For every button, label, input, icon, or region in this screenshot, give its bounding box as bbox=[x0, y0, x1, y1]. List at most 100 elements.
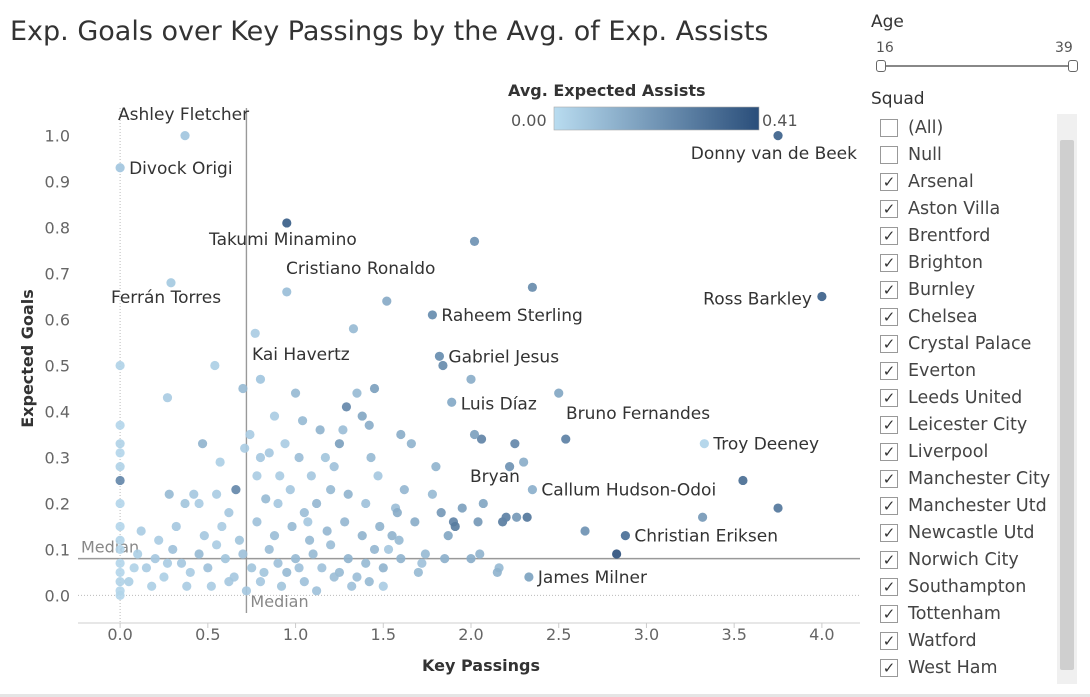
labeled-data-point[interactable] bbox=[434, 351, 445, 361]
checkbox-checked-icon[interactable]: ✓ bbox=[880, 523, 898, 542]
labeled-data-point[interactable] bbox=[527, 485, 538, 495]
data-point[interactable] bbox=[443, 531, 453, 541]
data-point[interactable] bbox=[527, 282, 538, 292]
data-point[interactable] bbox=[378, 563, 388, 573]
checkbox-unchecked-icon[interactable] bbox=[880, 145, 898, 164]
data-point[interactable] bbox=[347, 581, 357, 591]
data-point[interactable] bbox=[394, 535, 404, 545]
data-point[interactable] bbox=[290, 388, 301, 398]
data-point[interactable] bbox=[259, 567, 269, 578]
labeled-data-point[interactable] bbox=[620, 531, 630, 541]
labeled-data-point[interactable] bbox=[561, 434, 571, 444]
squad-option[interactable]: ✓ Tottenham bbox=[880, 600, 1050, 627]
data-point[interactable] bbox=[212, 540, 222, 550]
data-point[interactable] bbox=[364, 577, 374, 587]
data-point[interactable] bbox=[261, 494, 271, 504]
data-point[interactable] bbox=[115, 498, 125, 509]
data-point[interactable] bbox=[220, 554, 230, 564]
data-point[interactable] bbox=[147, 581, 157, 591]
labeled-data-point[interactable] bbox=[427, 310, 438, 320]
data-point[interactable] bbox=[150, 554, 160, 564]
checkbox-checked-icon[interactable]: ✓ bbox=[880, 172, 898, 191]
labeled-data-point[interactable] bbox=[282, 218, 292, 228]
data-point[interactable] bbox=[438, 360, 448, 371]
data-point[interactable] bbox=[217, 521, 227, 532]
data-point[interactable] bbox=[382, 296, 392, 306]
squad-option[interactable]: ✓ Newcastle Utd bbox=[880, 519, 1050, 546]
labeled-data-point[interactable] bbox=[255, 374, 266, 384]
squad-option[interactable]: ✓ Manchester Utd bbox=[880, 492, 1050, 519]
squad-option[interactable]: ✓ Everton bbox=[880, 357, 1050, 384]
data-point[interactable] bbox=[252, 517, 262, 527]
data-point[interactable] bbox=[269, 411, 280, 421]
labeled-data-point[interactable] bbox=[447, 397, 457, 407]
squad-option[interactable]: ✓ Liverpool bbox=[880, 438, 1050, 465]
data-point[interactable] bbox=[275, 471, 285, 481]
data-point[interactable] bbox=[378, 581, 388, 591]
data-point[interactable] bbox=[215, 457, 225, 467]
data-point[interactable] bbox=[136, 526, 146, 536]
data-point[interactable] bbox=[312, 498, 322, 509]
data-point[interactable] bbox=[420, 549, 430, 559]
data-point[interactable] bbox=[273, 558, 283, 568]
checkbox-checked-icon[interactable]: ✓ bbox=[880, 361, 898, 380]
data-point[interactable] bbox=[519, 457, 529, 467]
checkbox-checked-icon[interactable]: ✓ bbox=[880, 253, 898, 272]
data-point[interactable] bbox=[294, 452, 304, 463]
data-point[interactable] bbox=[185, 567, 195, 578]
labeled-data-point[interactable] bbox=[115, 163, 125, 173]
data-point[interactable] bbox=[396, 554, 406, 564]
squad-option[interactable]: Null bbox=[880, 141, 1050, 168]
data-point[interactable] bbox=[299, 577, 309, 587]
data-point[interactable] bbox=[440, 554, 450, 564]
checkbox-checked-icon[interactable]: ✓ bbox=[880, 226, 898, 245]
data-point[interactable] bbox=[171, 521, 181, 532]
data-point[interactable] bbox=[383, 544, 394, 555]
data-point[interactable] bbox=[180, 498, 190, 509]
data-point[interactable] bbox=[203, 563, 213, 573]
data-point[interactable] bbox=[469, 236, 480, 246]
squad-option[interactable]: ✓ Manchester City bbox=[880, 465, 1050, 492]
data-point[interactable] bbox=[115, 567, 125, 578]
data-point[interactable] bbox=[329, 462, 339, 472]
data-point[interactable] bbox=[159, 572, 169, 582]
data-point[interactable] bbox=[115, 439, 125, 449]
data-point[interactable] bbox=[450, 521, 460, 532]
data-point[interactable] bbox=[264, 448, 274, 458]
data-point[interactable] bbox=[417, 558, 427, 568]
data-point[interactable] bbox=[457, 503, 467, 513]
data-point[interactable] bbox=[410, 517, 420, 527]
data-point[interactable] bbox=[436, 508, 446, 518]
data-point[interactable] bbox=[231, 485, 241, 495]
checkbox-checked-icon[interactable]: ✓ bbox=[880, 604, 898, 623]
data-point[interactable] bbox=[115, 448, 125, 458]
data-point[interactable] bbox=[387, 531, 397, 541]
data-point[interactable] bbox=[280, 439, 290, 449]
data-point[interactable] bbox=[478, 498, 488, 509]
data-point[interactable] bbox=[475, 549, 485, 559]
data-point[interactable] bbox=[340, 517, 350, 527]
squad-scrollbar-thumb[interactable] bbox=[1060, 140, 1074, 670]
data-point[interactable] bbox=[115, 475, 125, 486]
data-point[interactable] bbox=[413, 567, 423, 578]
data-point[interactable] bbox=[315, 425, 325, 435]
squad-option[interactable]: ✓ Aston Villa bbox=[880, 195, 1050, 222]
data-point[interactable] bbox=[282, 567, 292, 578]
data-point[interactable] bbox=[164, 489, 174, 499]
data-point[interactable] bbox=[133, 549, 143, 559]
data-point[interactable] bbox=[334, 439, 345, 449]
checkbox-checked-icon[interactable]: ✓ bbox=[880, 199, 898, 218]
data-point[interactable] bbox=[290, 554, 301, 564]
data-point[interactable] bbox=[273, 498, 283, 509]
data-point[interactable] bbox=[492, 567, 502, 578]
data-point[interactable] bbox=[212, 489, 222, 499]
data-point[interactable] bbox=[357, 411, 367, 421]
data-point[interactable] bbox=[224, 508, 234, 518]
checkbox-checked-icon[interactable]: ✓ bbox=[880, 658, 898, 677]
data-point[interactable] bbox=[373, 471, 383, 481]
data-point[interactable] bbox=[343, 554, 353, 564]
data-point[interactable] bbox=[427, 489, 438, 499]
data-point[interactable] bbox=[224, 577, 234, 587]
data-point[interactable] bbox=[269, 531, 280, 541]
data-point[interactable] bbox=[115, 420, 125, 430]
